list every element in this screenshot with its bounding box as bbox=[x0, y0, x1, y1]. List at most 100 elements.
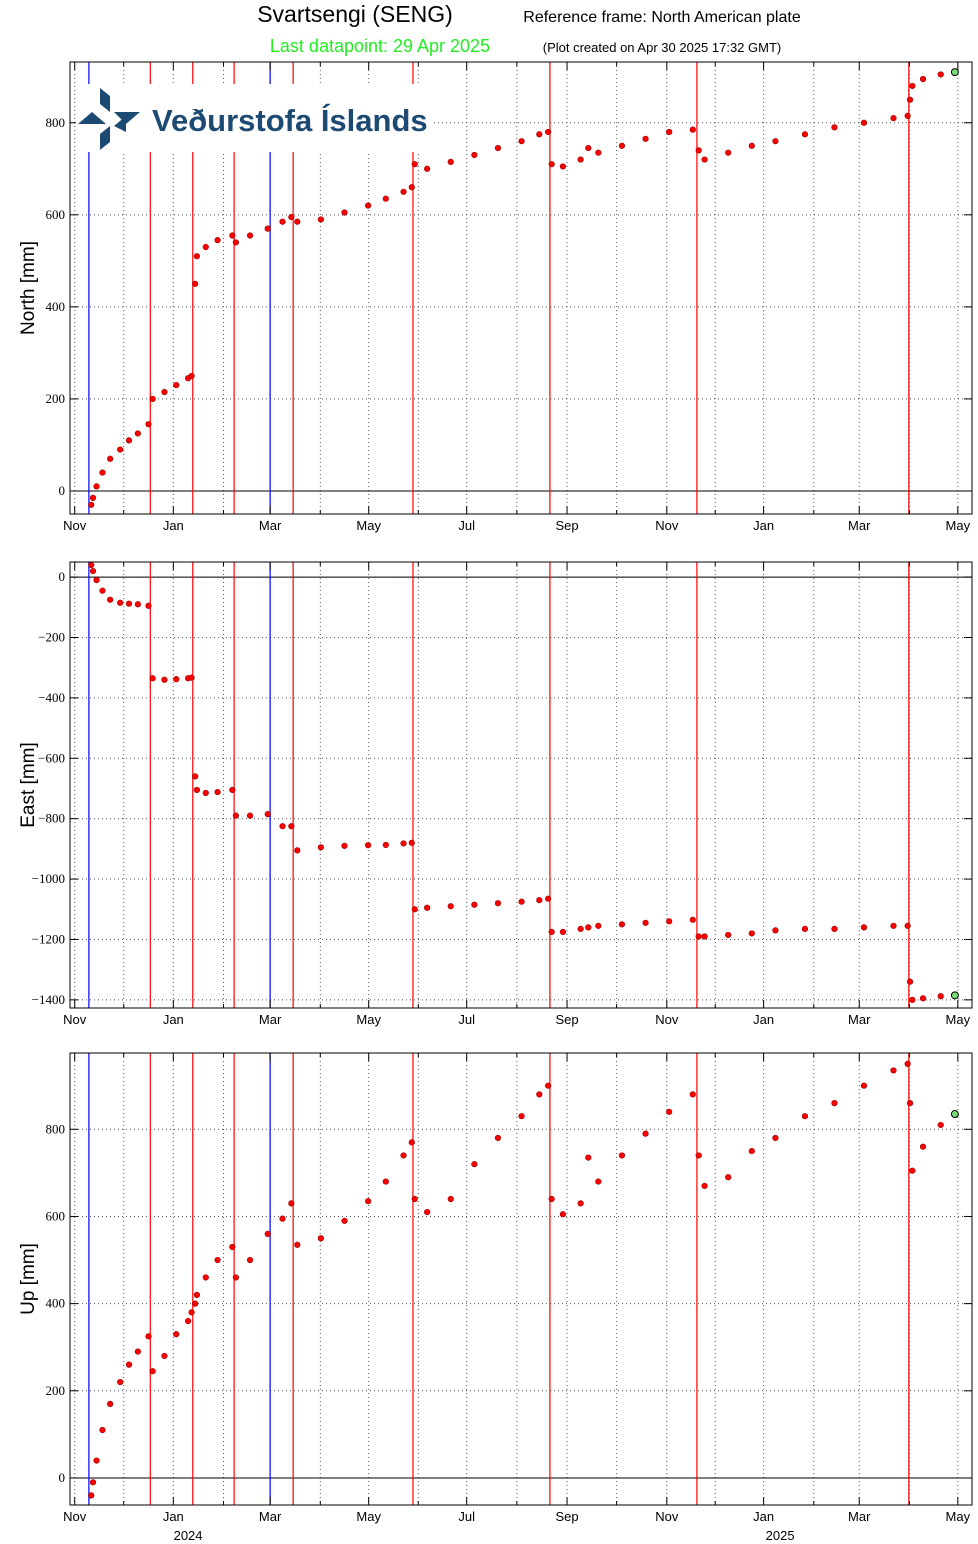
data-point bbox=[689, 1091, 696, 1098]
data-point bbox=[134, 1348, 141, 1355]
x-tick-label: Jan bbox=[163, 1509, 184, 1524]
data-point bbox=[618, 142, 626, 149]
data-point bbox=[536, 897, 543, 904]
y-axis-label: East [mm] bbox=[18, 742, 39, 828]
data-point bbox=[232, 239, 239, 246]
logo-background bbox=[76, 84, 432, 152]
data-point bbox=[107, 596, 114, 603]
logo-shape bbox=[100, 126, 110, 150]
data-point bbox=[831, 124, 838, 131]
data-point bbox=[202, 1274, 209, 1281]
data-point bbox=[264, 1230, 271, 1237]
data-point bbox=[400, 188, 407, 195]
data-point bbox=[666, 1108, 673, 1115]
data-point bbox=[149, 395, 156, 403]
data-point bbox=[424, 165, 431, 172]
data-point bbox=[536, 1091, 543, 1098]
x-tick-label: Nov bbox=[63, 1012, 87, 1027]
data-point bbox=[93, 483, 100, 490]
x-tick-label: Jan bbox=[753, 1012, 774, 1027]
data-point bbox=[88, 561, 95, 569]
data-point bbox=[595, 1178, 602, 1185]
data-point bbox=[494, 144, 502, 152]
data-point bbox=[909, 1167, 916, 1174]
data-point bbox=[906, 978, 914, 985]
data-point bbox=[229, 1243, 236, 1251]
data-point bbox=[341, 842, 348, 849]
x-tick-label: Mar bbox=[848, 1012, 871, 1027]
data-point bbox=[202, 789, 209, 797]
data-point bbox=[801, 925, 809, 932]
y-tick-label: 200 bbox=[46, 1383, 66, 1398]
data-point bbox=[214, 788, 221, 796]
x-tick-label: Jan bbox=[753, 1509, 774, 1524]
data-point bbox=[134, 430, 141, 437]
data-point bbox=[904, 922, 911, 929]
data-point bbox=[548, 1195, 555, 1203]
reference-frame: Reference frame: North American plate bbox=[523, 9, 801, 26]
logo-shape bbox=[78, 112, 106, 124]
data-point bbox=[545, 895, 552, 902]
data-point bbox=[801, 131, 809, 138]
data-point bbox=[585, 144, 592, 152]
data-point bbox=[424, 1208, 431, 1216]
data-point bbox=[125, 1361, 133, 1368]
data-point bbox=[919, 1143, 927, 1150]
data-point bbox=[188, 1309, 195, 1316]
data-point bbox=[471, 1161, 478, 1168]
data-point bbox=[577, 925, 584, 932]
x-tick-label: Nov bbox=[63, 518, 87, 533]
data-point bbox=[382, 1178, 389, 1185]
data-point bbox=[365, 1198, 372, 1205]
data-point bbox=[772, 138, 779, 145]
data-point bbox=[950, 68, 959, 77]
data-point bbox=[173, 1331, 180, 1338]
data-point bbox=[294, 847, 301, 854]
data-point bbox=[117, 446, 124, 453]
data-point bbox=[365, 202, 372, 209]
data-point bbox=[229, 786, 236, 794]
x-tick-label: May bbox=[356, 1509, 381, 1524]
data-point bbox=[188, 372, 195, 380]
data-point bbox=[117, 599, 124, 606]
data-point bbox=[904, 1060, 911, 1067]
plot-frame bbox=[69, 61, 973, 515]
data-point bbox=[341, 209, 348, 216]
data-point bbox=[595, 922, 602, 929]
x-tick-label: Mar bbox=[259, 1509, 282, 1524]
data-point bbox=[89, 1479, 97, 1486]
data-point bbox=[906, 96, 914, 103]
data-point bbox=[424, 904, 431, 911]
last-datapoint: Last datapoint: 29 Apr 2025 bbox=[270, 36, 490, 56]
data-point bbox=[214, 237, 221, 244]
data-point bbox=[950, 991, 959, 1000]
y-tick-label: 800 bbox=[46, 1121, 66, 1136]
x-tick-label: Jan bbox=[163, 1012, 184, 1027]
data-point bbox=[411, 161, 418, 168]
x-tick-label: Mar bbox=[259, 1012, 282, 1027]
data-point bbox=[695, 933, 702, 940]
data-point bbox=[214, 1256, 221, 1264]
logo-shape bbox=[100, 88, 110, 112]
logo-shape bbox=[114, 116, 126, 132]
x-tick-label: May bbox=[356, 518, 381, 533]
data-point bbox=[192, 280, 199, 287]
data-point bbox=[695, 147, 702, 154]
data-point bbox=[494, 1134, 502, 1142]
data-point bbox=[294, 1241, 301, 1248]
data-point bbox=[618, 1152, 626, 1159]
x-tick-label: Mar bbox=[848, 518, 871, 533]
y-tick-label: −400 bbox=[38, 690, 65, 705]
data-point bbox=[246, 1256, 254, 1264]
data-point bbox=[161, 1352, 168, 1360]
y-tick-label: 0 bbox=[59, 1470, 66, 1485]
data-point bbox=[107, 455, 114, 462]
plot-frame bbox=[69, 1052, 973, 1506]
data-point bbox=[89, 567, 97, 575]
x-tick-label: Nov bbox=[63, 1509, 87, 1524]
data-point bbox=[725, 931, 732, 939]
data-point bbox=[125, 600, 133, 607]
logo-text: Veðurstofa Íslands bbox=[152, 103, 428, 138]
data-point bbox=[341, 1217, 348, 1224]
data-point bbox=[772, 927, 779, 934]
